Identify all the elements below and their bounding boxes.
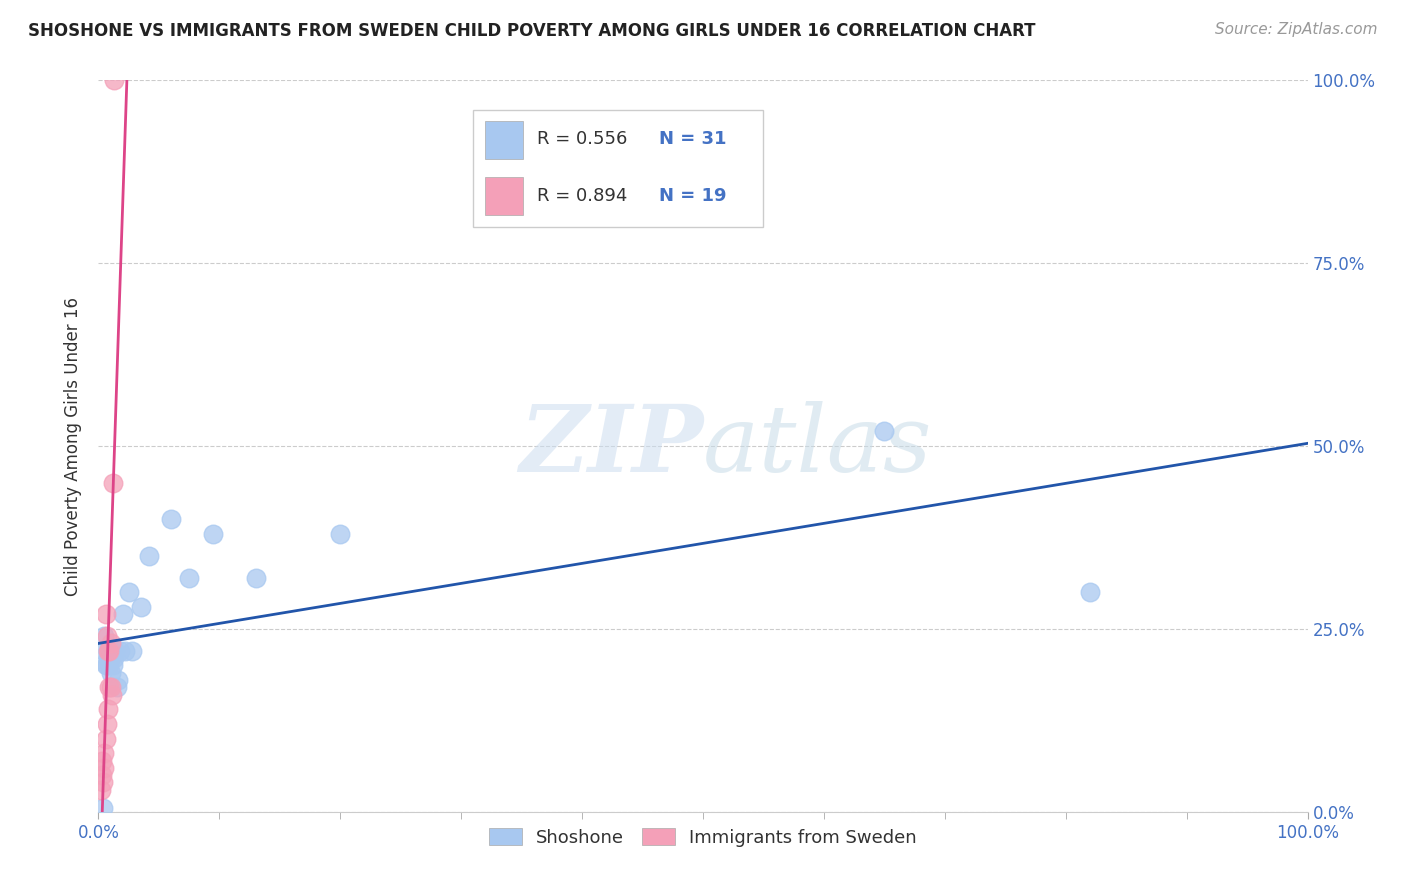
Point — [98, 651, 121, 665]
Point — [90, 782, 112, 797]
Point — [101, 658, 124, 673]
Point — [93, 629, 115, 643]
Point — [93, 761, 115, 775]
Point — [100, 644, 122, 658]
Point — [96, 658, 118, 673]
Point — [97, 702, 120, 716]
Point — [202, 526, 225, 541]
Point — [100, 651, 122, 665]
Point — [329, 526, 352, 541]
Text: ZIP: ZIP — [519, 401, 703, 491]
Point — [98, 681, 121, 695]
Point — [100, 688, 122, 702]
Point — [103, 651, 125, 665]
Legend: Shoshone, Immigrants from Sweden: Shoshone, Immigrants from Sweden — [482, 821, 924, 854]
Point — [1078, 585, 1101, 599]
Point — [121, 644, 143, 658]
Point — [97, 644, 120, 658]
Point — [245, 571, 267, 585]
Point — [100, 681, 122, 695]
Point — [98, 658, 121, 673]
Point — [93, 644, 115, 658]
Point — [91, 768, 114, 782]
Point — [104, 644, 127, 658]
Point — [93, 746, 115, 760]
Point — [94, 607, 117, 622]
Point — [138, 549, 160, 563]
Point — [97, 644, 120, 658]
Point — [103, 73, 125, 87]
Point — [97, 651, 120, 665]
Point — [129, 599, 152, 614]
Text: Source: ZipAtlas.com: Source: ZipAtlas.com — [1215, 22, 1378, 37]
Point — [100, 636, 122, 650]
Point — [101, 475, 124, 490]
Point — [114, 644, 136, 658]
Point — [96, 717, 118, 731]
Point — [179, 571, 201, 585]
Point — [91, 775, 114, 789]
Point — [94, 658, 117, 673]
Point — [100, 665, 122, 680]
Point — [160, 512, 183, 526]
Point — [105, 681, 128, 695]
Point — [118, 585, 141, 599]
Point — [98, 644, 121, 658]
Text: SHOSHONE VS IMMIGRANTS FROM SWEDEN CHILD POVERTY AMONG GIRLS UNDER 16 CORRELATIO: SHOSHONE VS IMMIGRANTS FROM SWEDEN CHILD… — [28, 22, 1036, 40]
Point — [873, 425, 896, 439]
Point — [96, 629, 118, 643]
Point — [108, 644, 131, 658]
Point — [107, 673, 129, 687]
Point — [91, 801, 114, 815]
Text: atlas: atlas — [703, 401, 932, 491]
Point — [111, 607, 134, 622]
Point — [94, 731, 117, 746]
Point — [91, 754, 114, 768]
Y-axis label: Child Poverty Among Girls Under 16: Child Poverty Among Girls Under 16 — [63, 296, 82, 596]
